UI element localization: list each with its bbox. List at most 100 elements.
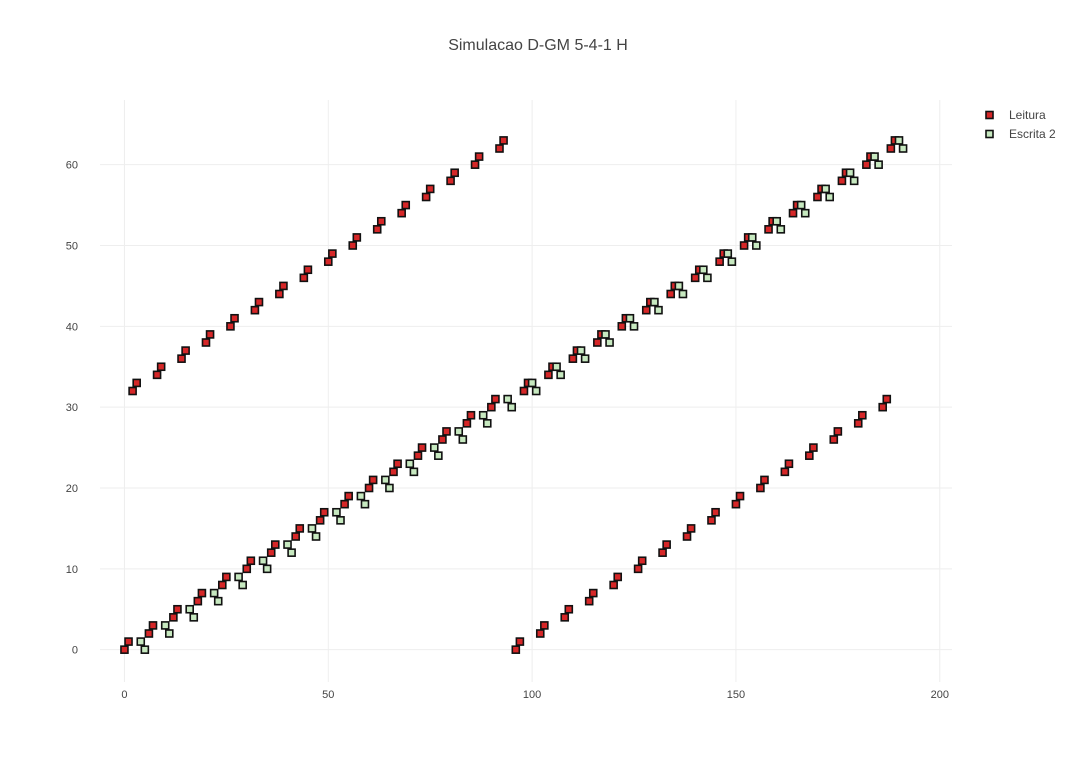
data-point bbox=[723, 249, 733, 258]
data-point bbox=[731, 499, 741, 509]
data-point bbox=[405, 459, 415, 469]
data-point bbox=[185, 604, 194, 614]
data-point bbox=[446, 176, 455, 186]
data-point bbox=[613, 572, 623, 582]
data-point bbox=[368, 475, 378, 485]
data-point bbox=[760, 475, 769, 485]
data-point bbox=[385, 483, 394, 493]
data-point bbox=[238, 580, 247, 590]
data-point bbox=[894, 136, 904, 145]
data-point bbox=[193, 596, 203, 606]
y-tick-label: 50 bbox=[66, 241, 78, 253]
data-point bbox=[283, 540, 292, 549]
data-point bbox=[845, 168, 855, 178]
data-point bbox=[462, 419, 472, 428]
data-point bbox=[336, 516, 345, 525]
data-point bbox=[654, 305, 663, 315]
data-point bbox=[772, 216, 782, 226]
data-point bbox=[788, 208, 798, 218]
y-tick-label: 20 bbox=[66, 483, 78, 495]
data-point bbox=[279, 281, 288, 291]
legend-label: Escrita 2 bbox=[1009, 127, 1056, 141]
data-point bbox=[535, 629, 545, 638]
y-tick-label: 0 bbox=[72, 645, 78, 657]
data-point bbox=[699, 265, 708, 275]
data-point bbox=[727, 257, 737, 266]
data-point bbox=[858, 410, 867, 420]
data-point bbox=[470, 160, 480, 169]
data-point bbox=[507, 402, 517, 412]
data-point bbox=[764, 225, 773, 234]
legend-item[interactable]: Leitura bbox=[985, 108, 1046, 122]
data-point bbox=[217, 580, 227, 590]
data-point bbox=[747, 233, 757, 242]
x-tick-label: 50 bbox=[322, 689, 334, 701]
data-point bbox=[205, 330, 215, 339]
data-point bbox=[303, 265, 313, 275]
data-point bbox=[209, 588, 219, 598]
data-point bbox=[601, 330, 610, 339]
data-point bbox=[609, 580, 618, 590]
data-point bbox=[829, 435, 839, 444]
data-point bbox=[213, 596, 223, 606]
data-point bbox=[417, 443, 427, 452]
data-point bbox=[813, 192, 822, 202]
legend-item[interactable]: Escrita 2 bbox=[985, 127, 1056, 141]
data-point bbox=[299, 273, 309, 283]
legend-marker bbox=[985, 110, 994, 120]
data-point bbox=[478, 410, 488, 420]
data-point bbox=[438, 435, 447, 444]
data-point bbox=[519, 386, 529, 396]
data-point bbox=[389, 467, 398, 477]
data-point bbox=[584, 596, 594, 606]
data-point bbox=[344, 491, 353, 501]
data-point bbox=[837, 176, 847, 186]
data-point bbox=[266, 548, 276, 557]
data-point bbox=[678, 289, 688, 299]
data-point bbox=[739, 241, 749, 250]
legend-marker bbox=[985, 129, 994, 139]
data-point bbox=[413, 451, 423, 460]
data-point bbox=[686, 524, 696, 533]
axis-ticks: 0 50 100 150 200 0 10 20 30 40 50 60 bbox=[66, 160, 949, 701]
data-point bbox=[556, 370, 565, 380]
data-point bbox=[511, 645, 521, 654]
data-point bbox=[148, 621, 158, 630]
data-point bbox=[165, 629, 174, 638]
data-point bbox=[397, 208, 406, 218]
data-point bbox=[886, 144, 896, 153]
data-point bbox=[625, 313, 635, 323]
data-point bbox=[800, 208, 810, 218]
data-point bbox=[226, 322, 235, 331]
data-point bbox=[560, 613, 570, 622]
data-point bbox=[878, 402, 887, 412]
data-point bbox=[531, 386, 541, 396]
data-point bbox=[862, 160, 871, 169]
data-point bbox=[576, 346, 586, 355]
data-point bbox=[711, 507, 720, 517]
data-point bbox=[262, 564, 272, 574]
data-point bbox=[825, 192, 835, 202]
data-point bbox=[250, 305, 260, 315]
data-point bbox=[662, 540, 671, 549]
data-point bbox=[328, 249, 337, 258]
legend[interactable]: Leitura Escrita 2 bbox=[985, 108, 1056, 141]
data-point bbox=[796, 200, 806, 210]
data-point bbox=[429, 443, 439, 452]
data-point bbox=[409, 467, 419, 477]
data-point bbox=[222, 572, 231, 582]
data-point bbox=[564, 604, 574, 614]
data-point bbox=[434, 451, 443, 460]
data-point bbox=[372, 225, 382, 234]
data-point bbox=[487, 402, 496, 412]
data-point bbox=[454, 427, 464, 436]
data-point bbox=[580, 354, 590, 363]
data-point bbox=[503, 394, 512, 404]
data-point bbox=[315, 516, 325, 525]
data-point bbox=[177, 354, 186, 363]
data-point bbox=[287, 548, 296, 557]
data-point bbox=[658, 548, 667, 557]
data-point bbox=[641, 305, 651, 315]
data-point bbox=[588, 588, 598, 598]
data-point bbox=[381, 475, 390, 485]
